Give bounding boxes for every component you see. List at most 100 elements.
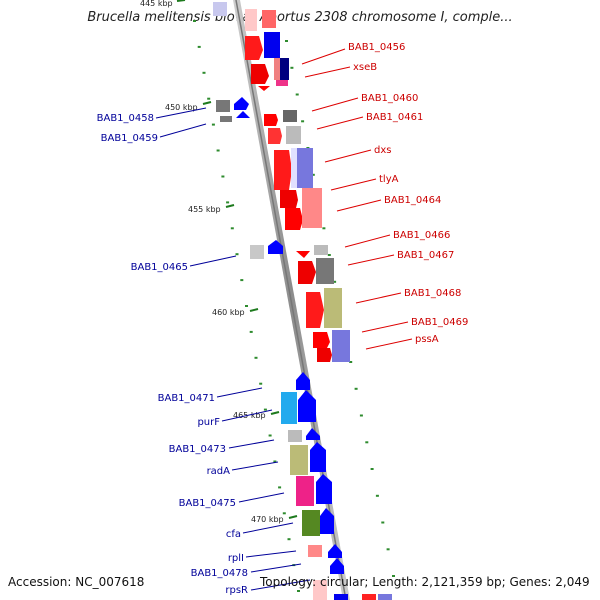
gene-block[interactable] (276, 80, 288, 86)
gene-label-bab1-0465[interactable]: BAB1_0465 (131, 262, 188, 273)
gene-arrow-forward[interactable] (245, 36, 263, 60)
gene-label-bab1-0475[interactable]: BAB1_0475 (179, 498, 236, 509)
gene-arrow-forward[interactable] (317, 348, 332, 362)
guide-dot (327, 254, 331, 256)
guide-dot (311, 173, 315, 176)
gene-block[interactable] (308, 545, 322, 557)
guide-dot (375, 494, 379, 497)
gene-label-bab1-0469[interactable]: BAB1_0469 (411, 317, 468, 328)
gene-arrow-forward[interactable] (285, 208, 303, 230)
gene-block[interactable] (332, 330, 350, 362)
gene-label-dxs[interactable]: dxs (374, 145, 391, 156)
gene-arrow-reverse[interactable] (306, 428, 320, 440)
gene-block[interactable] (290, 445, 308, 475)
gene-arrow-reverse[interactable] (328, 544, 342, 558)
topology-text: Topology: circular; Length: 2,121,359 bp… (260, 575, 590, 589)
guide-dot (273, 460, 277, 463)
gene-arrow-forward[interactable] (313, 332, 330, 348)
guide-dot (197, 45, 201, 48)
gene-arrow-reverse[interactable] (268, 240, 283, 254)
guide-dot (249, 330, 253, 333)
gene-arrow-reverse[interactable] (316, 474, 332, 504)
tick-label-455: 455 kbp (188, 205, 221, 214)
guide-dot (359, 414, 363, 417)
guide-dot (333, 280, 337, 283)
gene-arrow-reverse[interactable] (320, 508, 334, 534)
gene-label-bab1-0467[interactable]: BAB1_0467 (397, 250, 454, 261)
gene-labels-right: BAB1_0456 xseB BAB1_0460 BAB1_0461 dxs t… (348, 42, 468, 345)
gene-arrow-forward[interactable] (298, 261, 316, 284)
gene-block[interactable] (245, 9, 257, 31)
gene-block[interactable] (334, 594, 348, 600)
guide-dot (263, 408, 267, 411)
gene-block[interactable] (314, 245, 328, 255)
gene-block[interactable] (262, 10, 276, 28)
gene-label-cfa[interactable]: cfa (226, 529, 241, 540)
gene-block[interactable] (283, 110, 297, 122)
gene-block[interactable] (264, 32, 280, 58)
guide-dot (193, 20, 196, 22)
gene-block[interactable] (316, 258, 334, 284)
gene-label-bab1-0464[interactable]: BAB1_0464 (384, 195, 441, 206)
gene-block[interactable] (302, 510, 320, 536)
gene-label-bab1-0458[interactable]: BAB1_0458 (97, 113, 154, 124)
gene-label-bab1-0471[interactable]: BAB1_0471 (158, 393, 215, 404)
guide-dot (230, 227, 234, 230)
gene-arrow-reverse[interactable] (296, 372, 310, 390)
gene-block[interactable] (313, 580, 327, 600)
gene-arrow-reverse[interactable] (236, 111, 250, 118)
guide-dot (297, 590, 300, 592)
guide-dot (349, 361, 353, 363)
gene-label-rada[interactable]: radA (207, 466, 231, 477)
gene-arrow-reverse[interactable] (298, 390, 316, 422)
gene-label-rpli[interactable]: rplI (228, 553, 244, 564)
gene-block[interactable] (302, 188, 322, 228)
gene-arrow-forward[interactable] (264, 114, 278, 126)
gene-block[interactable] (286, 126, 301, 144)
guide-dot (290, 66, 294, 69)
gene-label-bab1-0461[interactable]: BAB1_0461 (366, 112, 423, 123)
gene-block[interactable] (297, 148, 313, 188)
label-callouts-left (155, 107, 311, 591)
tick-470: 470 kbp (251, 515, 298, 524)
gene-label-xseb[interactable]: xseB (353, 62, 377, 73)
gene-arrow-reverse[interactable] (234, 97, 249, 110)
gene-block[interactable] (378, 594, 392, 600)
gene-arrow-forward[interactable] (306, 292, 324, 328)
gene-arrow-reverse[interactable] (330, 558, 344, 574)
gene-label-bab1-0478[interactable]: BAB1_0478 (191, 568, 248, 579)
gene-label-purf[interactable]: purF (197, 417, 220, 428)
gene-arrow-forward[interactable] (258, 86, 270, 91)
gene-label-bab1-0456[interactable]: BAB1_0456 (348, 42, 405, 53)
gene-label-bab1-0466[interactable]: BAB1_0466 (393, 230, 450, 241)
gene-arrow-forward[interactable] (280, 190, 298, 208)
gene-arrow-forward[interactable] (274, 150, 292, 190)
gene-label-bab1-0459[interactable]: BAB1_0459 (101, 133, 158, 144)
gene-arrow-forward[interactable] (296, 251, 310, 258)
gene-block[interactable] (324, 288, 342, 328)
gene-label-pssa[interactable]: pssA (415, 334, 439, 345)
gene-block[interactable] (220, 116, 232, 122)
gene-label-bab1-0468[interactable]: BAB1_0468 (404, 288, 461, 299)
guide-dot (202, 71, 206, 74)
gene-block[interactable] (213, 2, 227, 16)
gene-label-tlya[interactable]: tlyA (379, 174, 399, 185)
gene-arrow-forward[interactable] (268, 128, 282, 144)
gene-block[interactable] (362, 594, 376, 600)
gene-arrow-forward[interactable] (251, 64, 269, 84)
gene-block[interactable] (296, 476, 314, 506)
guide-dot (287, 538, 291, 541)
gene-block[interactable] (280, 58, 289, 80)
gene-block[interactable] (250, 245, 264, 259)
gene-block[interactable] (281, 392, 297, 424)
gene-label-bab1-0473[interactable]: BAB1_0473 (169, 444, 226, 455)
gene-label-bab1-0460[interactable]: BAB1_0460 (361, 93, 418, 104)
gene-label-rpsr[interactable]: rpsR (225, 585, 248, 596)
guide-dot (282, 512, 286, 515)
gene-block[interactable] (216, 100, 230, 112)
gene-block[interactable] (288, 430, 302, 442)
gene-block[interactable] (291, 148, 301, 188)
gene-block[interactable] (274, 58, 284, 80)
gene-arrow-reverse[interactable] (310, 442, 326, 472)
